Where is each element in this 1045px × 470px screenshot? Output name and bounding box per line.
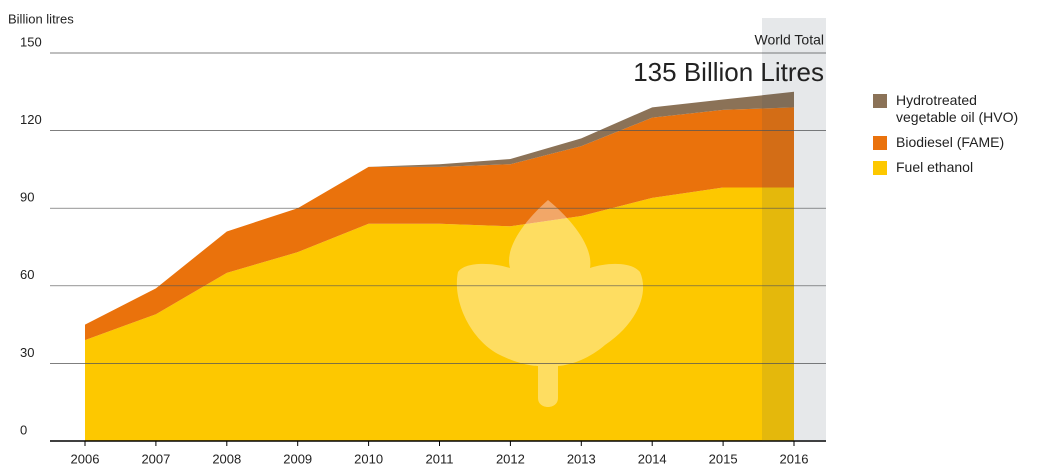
x-tick-label: 2011 [426, 451, 454, 466]
legend-swatch [873, 136, 887, 150]
y-tick-label: 90 [20, 190, 34, 205]
x-tick-label: 2009 [283, 451, 312, 466]
legend-label: Hydrotreated vegetable oil (HVO) [896, 92, 1019, 125]
y-tick-label: 30 [20, 345, 34, 360]
legend-label: Fuel ethanol [896, 159, 974, 175]
y-tick-label: 0 [20, 422, 27, 437]
grid: 0 30 60 90 120 150 2006 2007 2008 2009 2010 2011 201… [20, 34, 826, 466]
annotation-value: 135 Billion Litres [633, 57, 824, 87]
x-tick-label: 2012 [496, 451, 525, 466]
legend-item: Fuel ethanol [873, 159, 1038, 176]
legend: Hydrotreated vegetable oil (HVO) Biodiese… [873, 92, 1038, 184]
area [85, 107, 794, 341]
leaf-icon [456, 200, 644, 407]
x-tick-label: 2016 [780, 451, 809, 466]
areas [85, 91, 794, 441]
x-tick-label: 2010 [354, 451, 383, 466]
legend-label: Biodiesel (FAME) [896, 134, 1005, 150]
x-tick-label: 2015 [709, 451, 738, 466]
y-tick-label: 120 [20, 112, 42, 127]
x-tick-label: 2013 [567, 451, 596, 466]
y-tick-label: 150 [20, 34, 42, 49]
y-axis-label: Billion litres [8, 11, 74, 26]
x-tick-label: 2007 [141, 451, 170, 466]
legend-swatch [873, 161, 887, 175]
legend-item: Hydrotreated vegetable oil (HVO) [873, 92, 1038, 126]
highlight-band [762, 18, 826, 441]
x-tick-label: 2006 [71, 451, 100, 466]
annotation-title: World Total [754, 32, 824, 48]
legend-swatch [873, 94, 887, 108]
area [85, 187, 794, 441]
x-tick-label: 2008 [212, 451, 241, 466]
y-tick-label: 60 [20, 267, 34, 282]
x-tick-label: 2014 [638, 451, 667, 466]
legend-item: Biodiesel (FAME) [873, 134, 1038, 151]
